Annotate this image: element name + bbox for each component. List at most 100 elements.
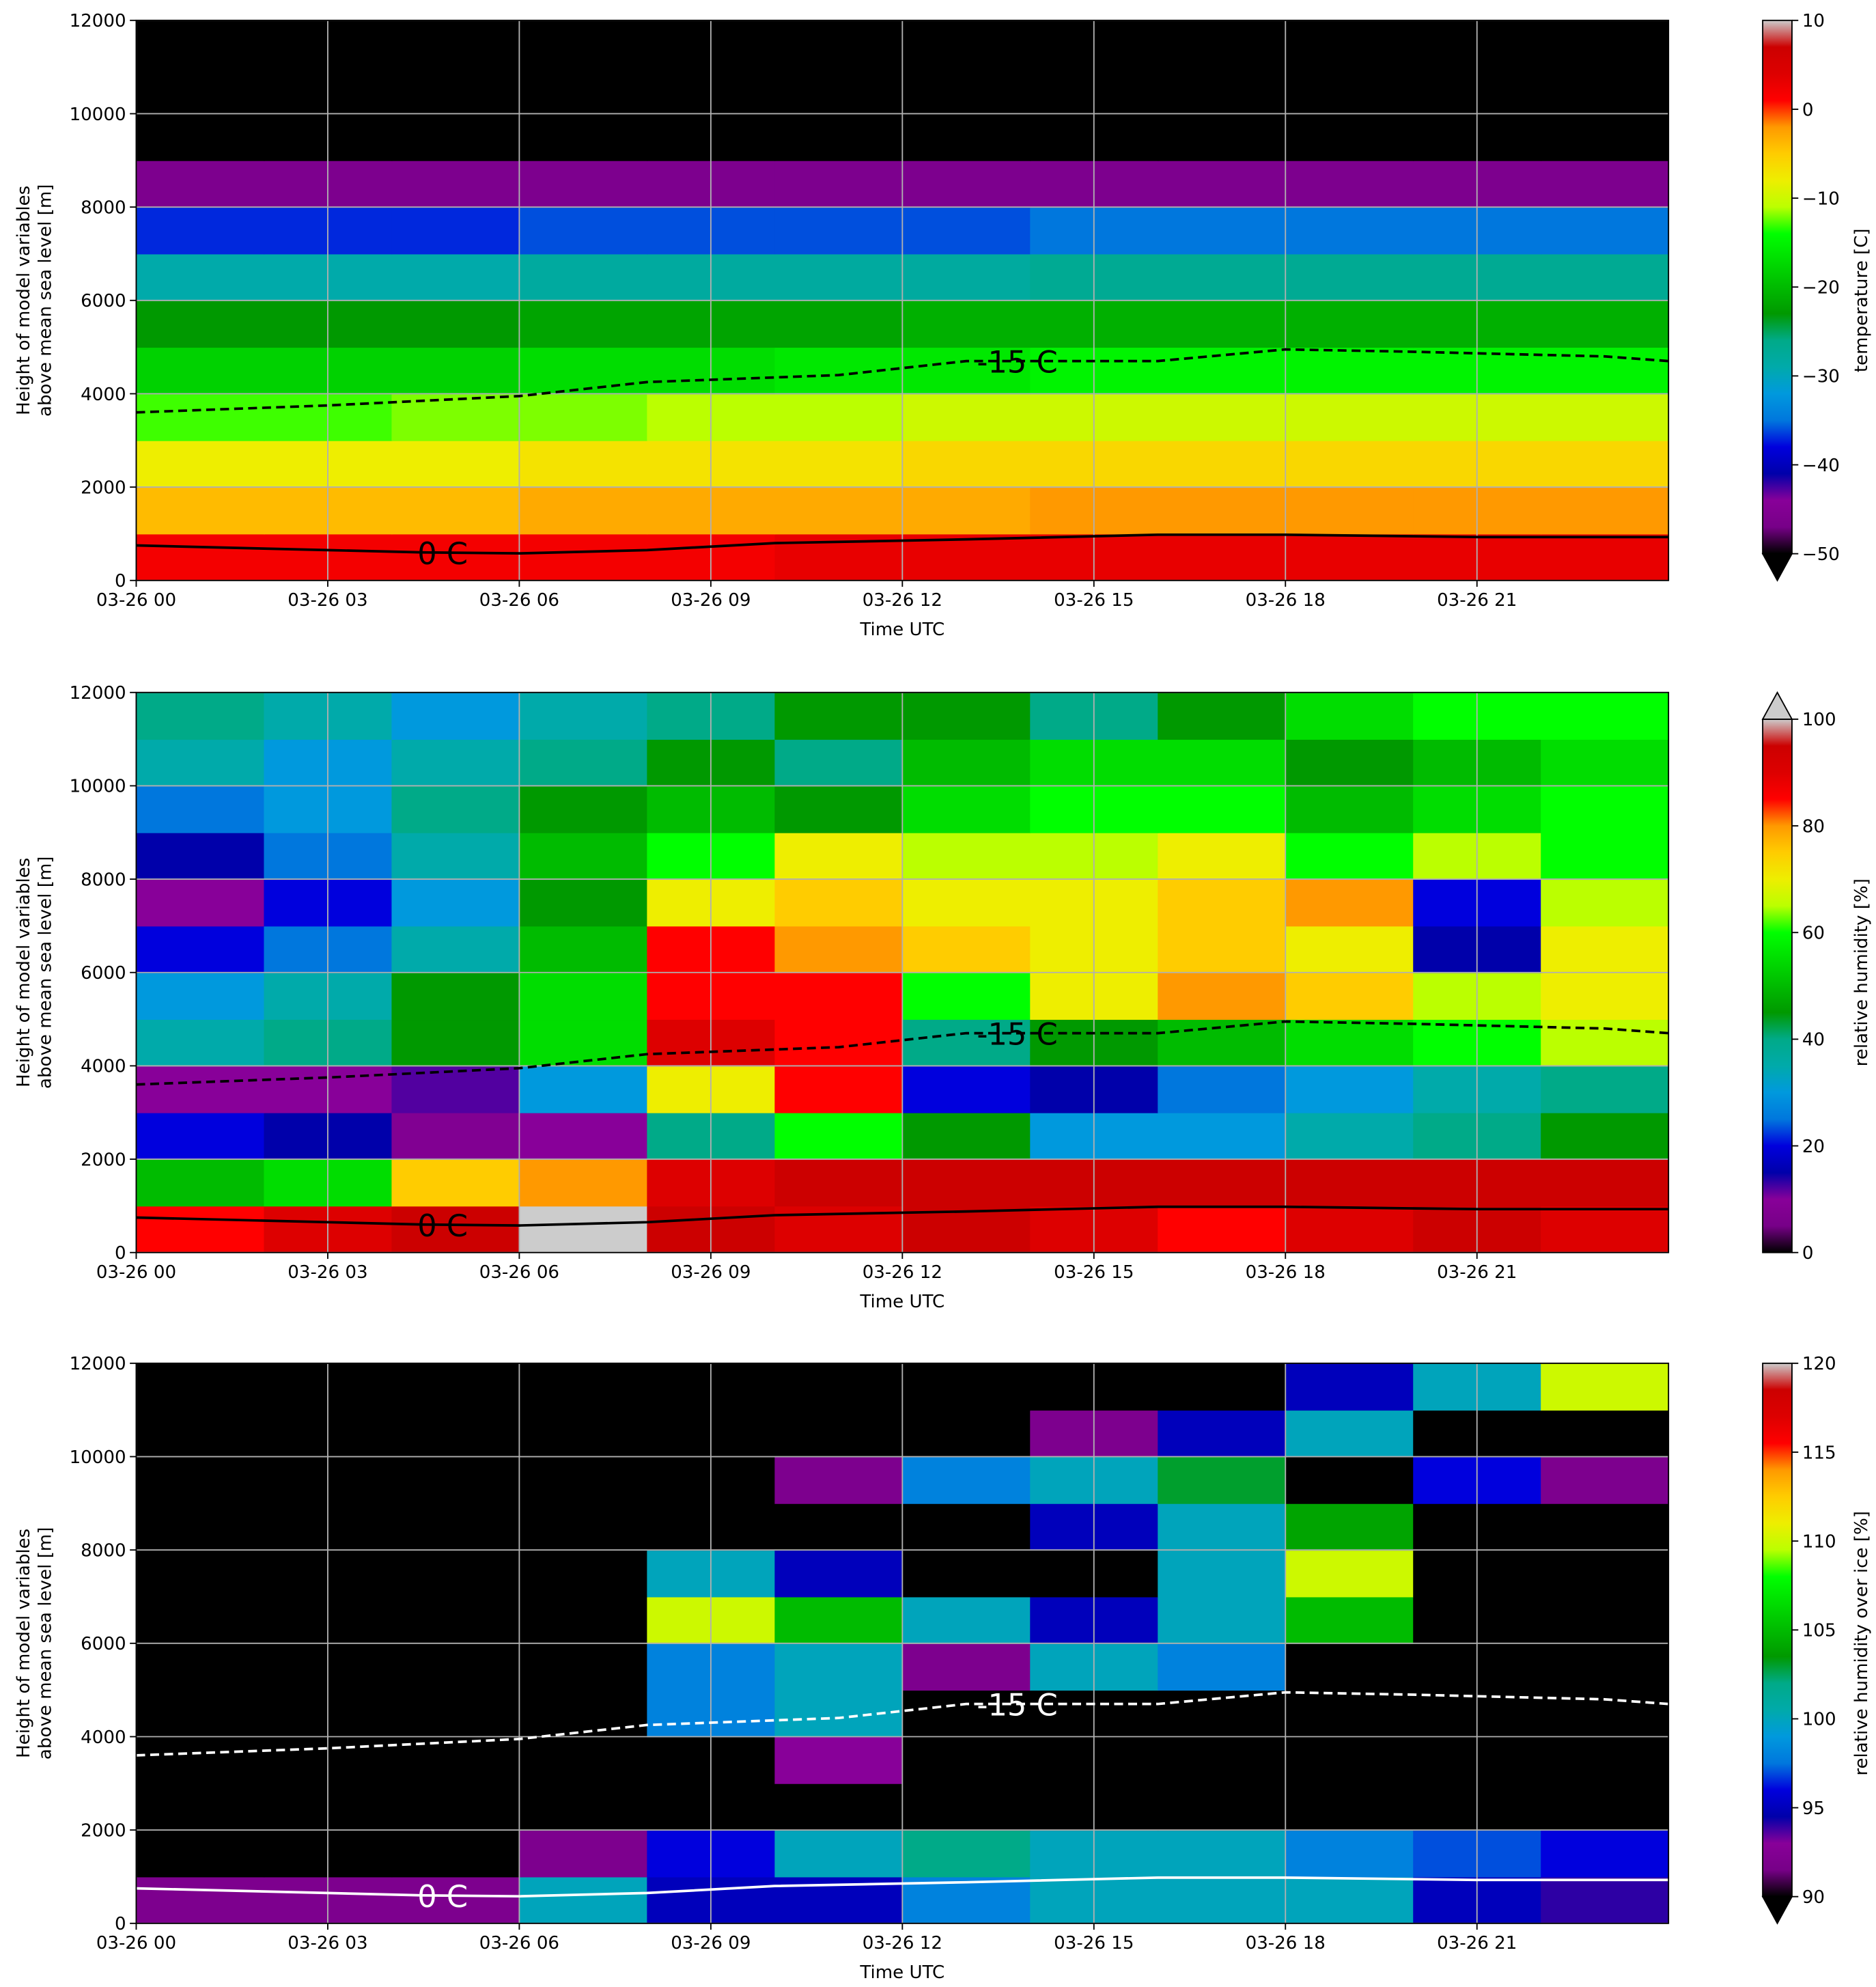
cell [136, 739, 265, 787]
cell [774, 692, 904, 740]
cell [902, 1410, 1031, 1458]
cell [774, 1736, 904, 1784]
cell [1158, 972, 1287, 1020]
cell [136, 487, 265, 535]
colorbar-extend [1761, 691, 1793, 720]
cell [1541, 300, 1669, 348]
cell [774, 393, 904, 441]
x-tick-label: 03-26 03 [288, 1262, 367, 1283]
cell [391, 832, 520, 880]
cell [774, 160, 904, 208]
cell [1285, 1876, 1414, 1923]
y-tick-label: 12000 [70, 1354, 126, 1374]
cell [136, 1690, 265, 1738]
x-tick-label: 03-26 18 [1246, 1262, 1326, 1283]
cell [1285, 160, 1414, 208]
cell [902, 113, 1031, 161]
heatmap [136, 1363, 1669, 1923]
x-tick-label: 03-26 15 [1054, 1262, 1134, 1283]
cell [1541, 207, 1669, 255]
cell [774, 1112, 904, 1161]
cell [1541, 1159, 1669, 1207]
cell [136, 393, 265, 441]
cell [902, 160, 1031, 208]
y-tick-label: 4000 [81, 385, 126, 405]
x-tick-label: 03-26 03 [288, 590, 367, 611]
cell [1285, 113, 1414, 161]
cell [136, 1363, 265, 1411]
cell [1541, 1410, 1669, 1458]
cell [391, 739, 520, 787]
cell [136, 1736, 265, 1784]
cell [1158, 113, 1287, 161]
y-tick-label: 2000 [81, 1150, 126, 1170]
cell [1285, 393, 1414, 441]
cell [1158, 1410, 1287, 1458]
cell [391, 1206, 520, 1253]
cell [391, 1363, 520, 1411]
cell [391, 1550, 520, 1598]
y-tick-label: 8000 [81, 870, 126, 890]
colorbar-tick-label: 105 [1802, 1621, 1836, 1641]
cell [519, 879, 648, 927]
cell [774, 1596, 904, 1644]
y-axis-label: above mean sea level [m] [36, 857, 56, 1089]
cell [519, 1363, 648, 1411]
cell [1158, 207, 1287, 255]
cell [391, 972, 520, 1020]
cell [519, 1159, 648, 1207]
panel: 03-26 00 03-26 03 03-26 06 03-26 09 03-26 12… [14, 11, 1872, 640]
cell [774, 487, 904, 535]
cell [1285, 1830, 1414, 1878]
panel: 03-26 00 03-26 03 03-26 06 03-26 09 03-26 12… [14, 683, 1872, 1312]
cell [519, 160, 648, 208]
y-tick-label: 2000 [81, 477, 126, 498]
cell [1158, 1066, 1287, 1113]
cell [1285, 692, 1414, 740]
y-tick-label: 10000 [70, 777, 126, 797]
y-tick-label: 8000 [81, 1540, 126, 1561]
panel: 03-26 00 03-26 03 03-26 06 03-26 09 03-26 12… [14, 1354, 1872, 1983]
cell [391, 487, 520, 535]
cell [774, 67, 904, 115]
x-tick-label: 03-26 18 [1246, 1933, 1326, 1954]
cell [1158, 692, 1287, 740]
cell [1541, 926, 1669, 973]
contour-label: -15 C [977, 1686, 1057, 1723]
cell [519, 1019, 648, 1067]
axes-frame [135, 1362, 1670, 1924]
colorbar-label: relative humidity [%] [1851, 878, 1872, 1066]
cell [136, 1112, 265, 1161]
cell [1158, 300, 1287, 348]
cell [519, 972, 648, 1020]
x-tick-label: 03-26 06 [479, 1933, 559, 1954]
cell [1285, 1736, 1414, 1784]
cell [902, 533, 1031, 581]
colorbar-tick-label: −50 [1802, 544, 1840, 565]
axes-frame [135, 691, 1670, 1253]
cell [391, 393, 520, 441]
cell [774, 1503, 904, 1551]
cell [1541, 487, 1669, 535]
cell [1285, 67, 1414, 115]
cell [519, 300, 648, 348]
cell [902, 1112, 1031, 1161]
cell [774, 1066, 904, 1113]
cell [1285, 926, 1414, 973]
cell [1541, 1643, 1669, 1691]
cell [519, 207, 648, 255]
cell [136, 1019, 265, 1067]
cell [1158, 832, 1287, 880]
cell [774, 1550, 904, 1598]
cell [902, 739, 1031, 787]
x-tick-label: 03-26 06 [479, 1262, 559, 1283]
x-tick-label: 03-26 06 [479, 590, 559, 611]
colorbar-tick-label: 115 [1802, 1443, 1836, 1463]
cell [136, 1206, 265, 1253]
cell [1158, 393, 1287, 441]
cell [391, 1019, 520, 1067]
cell [136, 207, 265, 255]
y-tick-label: 0 [115, 1243, 126, 1264]
colorbar-tick-label: −20 [1802, 278, 1840, 298]
cell [774, 1783, 904, 1831]
